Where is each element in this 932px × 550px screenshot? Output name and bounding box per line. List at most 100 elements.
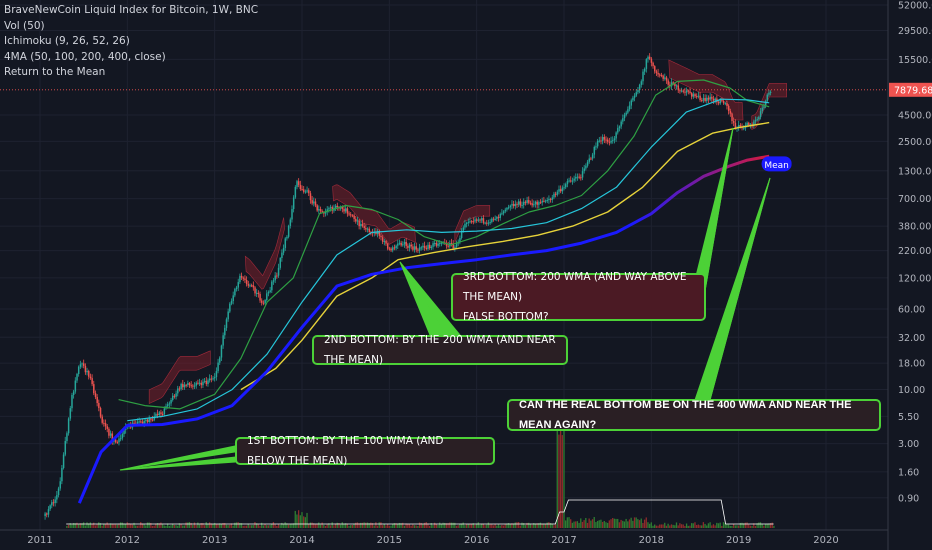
candle-body [610,140,612,143]
legend-return-to-mean[interactable]: Return to the Mean [4,66,106,78]
volume-bar [395,523,397,528]
annotation-fourth-question[interactable]: CAN THE REAL BOTTOM BE ON THE 400 WMA AN… [507,399,881,431]
volume-bar [628,519,631,528]
volume-bar [161,524,164,528]
candle-body [591,154,594,159]
volume-bar [163,525,165,528]
x-tick-label: 2017 [551,535,576,546]
candle-body [334,205,337,208]
candle-body [318,209,320,211]
volume-bar [657,525,659,528]
volume-bar [271,523,273,528]
candle-body [601,136,604,141]
volume-bar [202,523,204,528]
candle-body [292,197,295,210]
candle-body [217,362,219,372]
volume-bar [475,523,478,528]
volume-bar [437,524,439,528]
volume-bar [474,524,476,528]
ma-line-100-wma [127,98,770,422]
candle-body [580,177,582,179]
candle-body [504,209,507,212]
candle-body [368,228,371,232]
volume-bar [148,522,150,528]
volume-bar [707,523,710,528]
volume-bar [434,522,436,528]
candle-body [615,132,617,139]
volume-bar [583,520,585,528]
volume-bar [496,525,498,528]
volume-bar [210,523,212,528]
volume-bar [292,523,295,528]
volume-bar [378,522,380,528]
candle-body [314,201,317,206]
volume-bar [252,525,254,528]
annotation-second-bottom[interactable]: 2ND BOTTOM: BY THE 200 WMA (AND NEAR THE… [312,334,568,366]
candle-body [311,200,313,204]
candle-body [665,77,668,81]
candle-body [289,219,292,226]
volume-bar [709,522,711,528]
candle-body [707,97,710,100]
volume-bar [563,412,565,528]
candle-body [714,98,716,101]
candle-body [361,223,364,227]
candle-body [538,202,540,205]
candle-body [145,419,147,421]
volume-bar [366,522,369,528]
candle-body [435,243,438,246]
volume-bar [726,524,728,528]
volume-bar [457,525,459,528]
volume-bar [205,522,207,528]
candle-body [407,245,409,248]
candle-body [257,292,260,295]
candle-body [306,190,308,192]
candle-body [497,216,500,218]
volume-bar [652,525,654,528]
annotation-first-bottom[interactable]: 1ST BOTTOM: BY THE 100 WMA (AND BELOW TH… [235,435,495,467]
candle-body [413,246,416,250]
candle-body [717,102,720,104]
volume-bar [123,523,125,528]
candle-body [148,418,150,422]
candle-body [588,158,591,162]
candle-body [749,124,752,126]
annotation-third-bottom[interactable]: 3RD BOTTOM: 200 WMA (AND WAY ABOVE THE M… [451,271,706,323]
volume-bar [699,525,701,528]
candle-body [308,190,310,194]
volume-bar [613,518,616,528]
volume-bar [272,522,275,528]
candle-body [219,357,221,363]
volume-bar [647,522,649,528]
candle-body [72,391,75,395]
candle-body [726,103,728,106]
volume-bar [729,525,731,528]
volume-bar [232,525,234,528]
volume-bar [593,517,595,528]
candle-body [255,292,258,294]
candle-body [539,202,542,204]
candle-body [487,222,490,224]
y-tick-label: 1.60 [898,467,919,478]
volume-bar [533,523,535,528]
candle-body [61,468,63,482]
candle-body [44,513,46,516]
candle-body [701,100,703,102]
volume-bar [279,525,281,528]
volume-bar [497,524,500,528]
volume-bar [398,522,401,528]
candle-body [529,202,532,204]
legend-ichimoku[interactable]: Ichimoku (9, 26, 52, 26) [4,35,130,47]
legend-title[interactable]: BraveNewCoin Liquid Index for Bitcoin, 1… [4,4,259,16]
volume-bar [203,525,206,528]
volume-bar [620,519,622,528]
legend-volume[interactable]: Vol (50) [4,19,45,32]
volume-bar [675,522,678,528]
candle-body [91,378,93,385]
volume-bar [76,522,78,528]
volume-bar [575,521,577,528]
volume-bar [264,523,266,528]
legend-moving-averages[interactable]: 4MA (50, 100, 200, 400, close) [4,50,166,63]
candle-body [630,100,633,106]
candle-body [81,363,83,365]
